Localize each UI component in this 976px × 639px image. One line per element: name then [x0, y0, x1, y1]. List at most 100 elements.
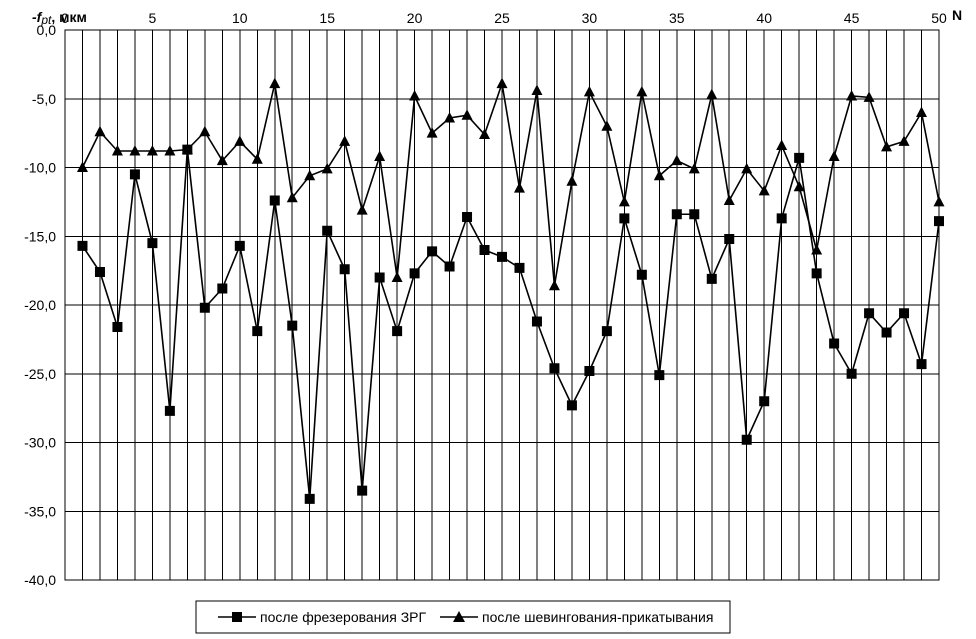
series-line — [81, 149, 940, 499]
data-point-square — [689, 209, 700, 220]
data-point-square — [864, 308, 875, 319]
data-point-triangle — [164, 145, 176, 156]
data-point-triangle — [846, 90, 858, 101]
x-tick-label: 0 — [61, 10, 69, 26]
data-point-triangle — [111, 145, 123, 156]
data-point-triangle — [548, 279, 560, 291]
y-tick-label: -10,0 — [24, 160, 56, 176]
data-point-square — [164, 405, 175, 416]
data-point-triangle — [409, 90, 421, 101]
data-point-square — [636, 269, 647, 280]
data-point-triangle — [583, 85, 595, 97]
data-point-triangle — [146, 145, 158, 156]
data-point-triangle — [444, 112, 456, 123]
data-point-triangle — [461, 109, 473, 120]
data-point-square — [497, 251, 507, 262]
data-point-square — [846, 368, 857, 379]
legend-label-shaving: после шевингования-прикатывания — [482, 609, 713, 625]
legend: после фрезерования ЗРГ после шевинговани… — [195, 600, 731, 634]
x-tick-label: 25 — [494, 10, 510, 26]
data-point-triangle — [339, 135, 351, 146]
legend-entry-milling: после фрезерования ЗРГ — [218, 609, 426, 625]
data-point-square — [794, 152, 805, 163]
data-point-triangle — [496, 77, 508, 89]
data-point-square — [322, 225, 333, 236]
data-point-triangle — [881, 140, 893, 152]
data-point-square — [94, 267, 105, 277]
series-line — [81, 83, 940, 286]
y-tick-label: -20,0 — [24, 297, 56, 313]
grid — [64, 29, 940, 581]
data-point-square — [601, 326, 612, 337]
data-point-square — [339, 264, 350, 275]
data-point-square — [77, 240, 88, 251]
data-point-triangle — [269, 77, 281, 89]
legend-triangle-marker — [453, 611, 465, 622]
data-point-square — [199, 302, 210, 313]
data-point-square — [916, 359, 927, 370]
data-point-triangle — [898, 135, 910, 146]
data-point-square — [584, 366, 595, 376]
data-point-square — [531, 316, 542, 327]
data-point-triangle — [513, 182, 525, 193]
data-point-triangle — [793, 180, 805, 192]
data-point-triangle — [181, 143, 193, 155]
data-point-square — [514, 262, 525, 273]
data-point-square — [566, 400, 577, 411]
data-point-square — [706, 273, 717, 284]
data-point-square — [304, 493, 315, 504]
data-point-square — [881, 327, 892, 338]
y-tick-label: -40,0 — [24, 572, 56, 588]
data-point-triangle — [129, 145, 141, 156]
data-point-triangle — [251, 153, 263, 164]
x-tick-label: 5 — [149, 10, 157, 26]
data-point-triangle — [374, 150, 386, 161]
legend-entry-shaving: после шевингования-прикатывания — [440, 609, 713, 625]
data-point-square — [899, 308, 910, 319]
x-tick-label: 50 — [931, 10, 947, 26]
data-point-triangle — [688, 162, 700, 174]
x-tick-label: 45 — [844, 10, 860, 26]
y-axis-label-sub: pt — [40, 13, 52, 27]
data-point-square — [811, 268, 822, 279]
data-point-square — [234, 240, 245, 251]
legend-square-marker — [232, 612, 242, 622]
data-point-square — [287, 320, 298, 331]
y-tick-label: -5,0 — [32, 91, 56, 107]
data-point-triangle — [426, 127, 438, 138]
x-tick-label: 35 — [669, 10, 685, 26]
data-point-triangle — [758, 184, 770, 196]
x-tick-label: 20 — [407, 10, 423, 26]
data-point-square — [741, 434, 752, 445]
data-point-triangle — [741, 162, 753, 174]
data-point-triangle — [286, 191, 298, 203]
y-tick-label: 0,0 — [37, 22, 57, 38]
data-point-triangle — [828, 150, 840, 161]
data-point-square — [444, 261, 455, 272]
data-point-square — [724, 234, 735, 244]
data-point-triangle — [199, 125, 211, 137]
data-point-triangle — [601, 120, 613, 131]
x-tick-label: 10 — [232, 10, 248, 26]
series-milling — [77, 144, 944, 504]
data-point-square — [357, 485, 368, 496]
data-point-triangle — [356, 204, 368, 215]
data-point-triangle — [811, 244, 823, 255]
data-point-square — [252, 326, 263, 337]
data-point-square — [654, 370, 665, 381]
data-point-square — [129, 169, 140, 180]
data-point-triangle — [723, 194, 735, 205]
plot-area-border — [64, 29, 940, 581]
x-tick-label: 30 — [582, 10, 598, 26]
data-point-square — [427, 246, 438, 257]
data-point-square — [829, 338, 840, 349]
y-axis-label-suffix: , мкм — [51, 9, 87, 25]
data-point-square — [776, 213, 787, 224]
y-axis-label-prefix: -f — [32, 9, 43, 25]
data-point-triangle — [636, 85, 648, 97]
y-tick-label: -25,0 — [24, 366, 56, 382]
y-tick-label: -30,0 — [24, 435, 56, 451]
data-point-triangle — [933, 195, 945, 207]
y-tick-label: -35,0 — [24, 503, 56, 519]
